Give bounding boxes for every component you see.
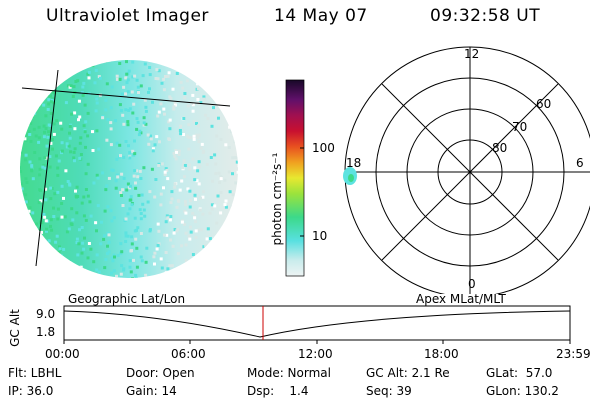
lat-label-70: 70 [512, 120, 528, 134]
lat-label-60: 60 [536, 97, 552, 111]
mlt-label-6: 6 [576, 156, 584, 170]
mode-info: Mode: Normal [247, 366, 331, 380]
dsp-info: Dsp: 1.4 [247, 384, 309, 398]
timeline-ytick-top: 9.0 [36, 307, 56, 321]
colorbar-tick-10: 10 [312, 229, 328, 243]
geo-grid-line [35, 69, 59, 267]
polar-ring-50 [344, 46, 590, 294]
polar-plot [343, 46, 590, 294]
mlt-label-12: 12 [464, 47, 480, 61]
colorbar-tick-100: 100 [312, 141, 335, 155]
timeline-ylabel: GC Alt [8, 309, 22, 347]
ip-info: IP: 36.0 [8, 384, 54, 398]
lat-label-80: 80 [492, 141, 508, 155]
time-tick-1: 06:00 [171, 347, 206, 361]
instrument-title: Ultraviolet Imager [46, 6, 209, 26]
timeline-ytick-bottom: 1.8 [36, 325, 56, 339]
timeline-right-title: Apex MLat/MLT [416, 292, 506, 306]
time-label: 09:32:58 UT [430, 6, 541, 26]
time-tick-4: 23:59 [556, 347, 591, 361]
colorbar [285, 79, 305, 277]
altitude-curve [63, 310, 571, 338]
gain-info: Gain: 14 [126, 384, 177, 398]
time-tick-0: 00:00 [45, 347, 80, 361]
mlt-label-18: 18 [346, 156, 362, 170]
filter-info: Flt: LBHL [8, 366, 62, 380]
seq-info: Seq: 39 [366, 384, 412, 398]
timeline-left-title: Geographic Lat/Lon [68, 292, 186, 306]
door-info: Door: Open [126, 366, 195, 380]
glon-info: GLon: 130.2 [486, 384, 559, 398]
geo-grid-line [21, 87, 231, 107]
glat-info: GLat: 57.0 [486, 366, 553, 380]
globe-image [20, 60, 238, 278]
colorbar-unit-label: photon cm⁻²s⁻¹ [270, 152, 284, 246]
time-tick-2: 12:00 [298, 347, 333, 361]
time-tick-3: 18:00 [424, 347, 459, 361]
date-label: 14 May 07 [274, 6, 368, 26]
mlt-label-0: 0 [468, 277, 476, 291]
gc-alt-info: GC Alt: 2.1 Re [366, 366, 450, 380]
timeline-plot [63, 305, 571, 344]
